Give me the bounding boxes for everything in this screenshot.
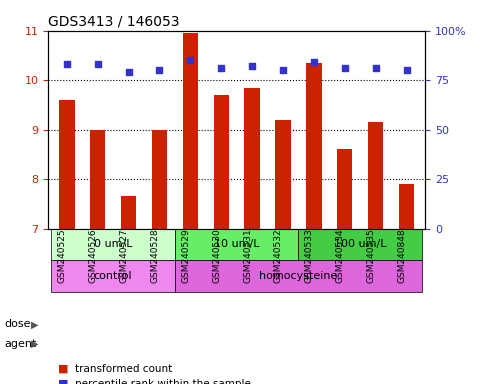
Text: ■: ■ xyxy=(58,364,69,374)
Point xyxy=(63,61,71,68)
Text: 0 um/L: 0 um/L xyxy=(94,239,132,249)
Text: GSM240848: GSM240848 xyxy=(398,228,407,283)
Bar xyxy=(275,120,291,228)
Text: GSM240532: GSM240532 xyxy=(274,228,283,283)
Bar xyxy=(59,100,74,228)
FancyBboxPatch shape xyxy=(51,260,175,292)
Bar xyxy=(90,130,105,228)
Text: ▶: ▶ xyxy=(31,319,39,329)
Bar xyxy=(152,130,167,228)
Text: GSM240527: GSM240527 xyxy=(120,228,128,283)
Bar xyxy=(213,95,229,228)
Text: agent: agent xyxy=(5,339,37,349)
Bar xyxy=(306,63,322,228)
Point xyxy=(372,65,380,71)
Bar xyxy=(368,122,384,228)
FancyBboxPatch shape xyxy=(175,228,298,260)
Point xyxy=(125,69,132,75)
Point xyxy=(310,59,318,65)
Text: ▶: ▶ xyxy=(31,339,39,349)
Text: 100 um/L: 100 um/L xyxy=(334,239,386,249)
Text: GDS3413 / 146053: GDS3413 / 146053 xyxy=(48,14,180,28)
Point xyxy=(217,65,225,71)
Text: percentile rank within the sample: percentile rank within the sample xyxy=(75,379,251,384)
Bar xyxy=(121,196,136,228)
Point xyxy=(186,57,194,63)
Point xyxy=(94,61,101,68)
Point xyxy=(248,63,256,70)
Text: GSM240528: GSM240528 xyxy=(151,228,159,283)
Bar xyxy=(183,33,198,228)
Point xyxy=(279,67,287,73)
FancyBboxPatch shape xyxy=(298,228,422,260)
Text: 10 um/L: 10 um/L xyxy=(214,239,259,249)
Text: homocysteine: homocysteine xyxy=(259,271,338,281)
Point xyxy=(341,65,349,71)
Bar xyxy=(399,184,414,228)
Text: GSM240533: GSM240533 xyxy=(305,228,314,283)
Text: control: control xyxy=(94,271,132,281)
Text: GSM240530: GSM240530 xyxy=(212,228,221,283)
Text: GSM240531: GSM240531 xyxy=(243,228,252,283)
Text: transformed count: transformed count xyxy=(75,364,172,374)
Text: GSM240535: GSM240535 xyxy=(367,228,376,283)
Bar xyxy=(337,149,353,228)
Text: ■: ■ xyxy=(58,379,69,384)
Text: GSM240529: GSM240529 xyxy=(181,228,190,283)
Point xyxy=(156,67,163,73)
Text: GSM240534: GSM240534 xyxy=(336,228,345,283)
Text: dose: dose xyxy=(5,319,31,329)
Text: GSM240526: GSM240526 xyxy=(89,228,98,283)
FancyBboxPatch shape xyxy=(175,260,422,292)
FancyBboxPatch shape xyxy=(51,228,175,260)
Text: GSM240525: GSM240525 xyxy=(58,228,67,283)
Point xyxy=(403,67,411,73)
Bar xyxy=(244,88,260,228)
